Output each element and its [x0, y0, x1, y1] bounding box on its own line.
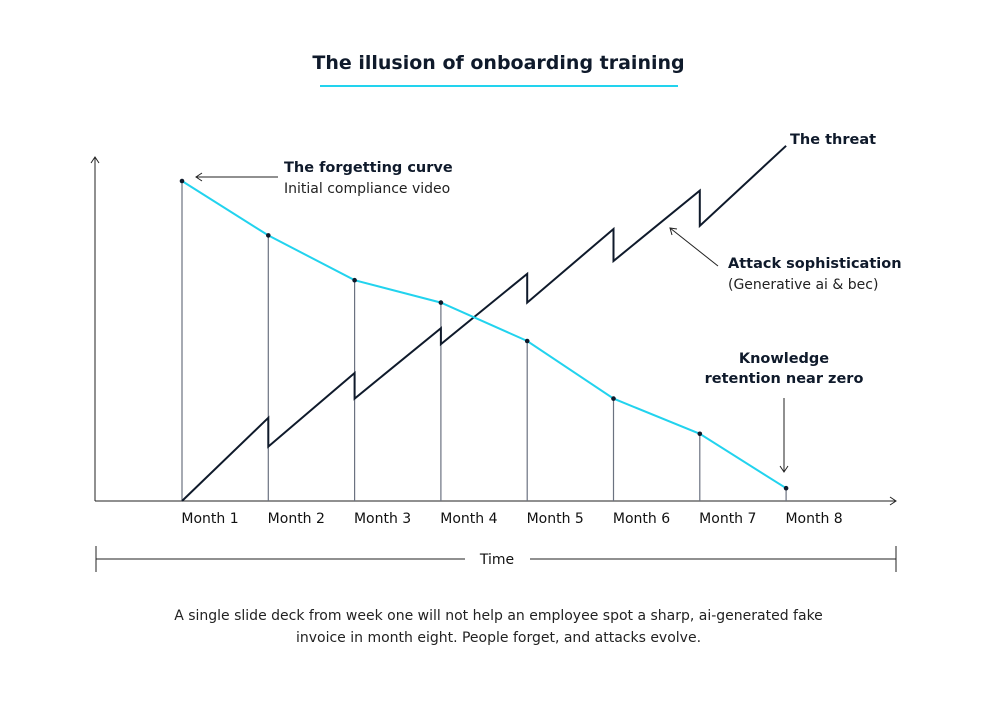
y-axis-arrow — [90, 156, 100, 164]
forgetting-curve-sublabel: Initial compliance video — [284, 181, 450, 197]
retention-label-line1: Knowledge — [739, 351, 829, 367]
caption: A single slide deck from week one will n… — [174, 608, 823, 646]
x-tick-label: Month 5 — [527, 511, 584, 527]
x-tick-label: Month 3 — [354, 511, 411, 527]
chart-title: The illusion of onboarding training — [312, 52, 685, 74]
threat-line — [181, 145, 787, 502]
forgetting-curve-point — [179, 178, 185, 184]
x-axis-label: Time — [479, 552, 514, 568]
title-underline — [320, 85, 678, 87]
forgetting-curve-point — [266, 233, 271, 238]
x-axis-arrow — [889, 496, 897, 506]
attack-arrow — [669, 227, 719, 267]
retention-label-line2: retention near zero — [705, 371, 864, 387]
attack-sophistication-label: Attack sophistication — [728, 256, 902, 272]
x-tick-label: Month 7 — [699, 511, 756, 527]
forgetting-curve-point — [783, 485, 789, 491]
forgetting-curve-point — [352, 277, 357, 283]
forgetting-arrow-head — [195, 172, 203, 182]
retention-arrow-head — [779, 465, 789, 473]
axes — [90, 156, 897, 506]
threat-label: The threat — [790, 132, 876, 148]
annotations: The forgetting curve Initial compliance … — [195, 132, 902, 473]
time-axis-bar: Time — [95, 546, 897, 572]
x-tick-label: Month 1 — [181, 511, 238, 527]
forgetting-curve-point — [438, 300, 444, 305]
month-stems — [181, 181, 787, 501]
forgetting-curve-label: The forgetting curve — [284, 160, 453, 176]
forgetting-curve-line — [181, 180, 787, 490]
x-tick-label: Month 2 — [268, 511, 325, 527]
forgetting-curve-point — [524, 338, 530, 344]
forgetting-curve-point — [611, 396, 616, 401]
attack-sophistication-sublabel: (Generative ai & bec) — [728, 277, 878, 293]
x-tick-label: Month 6 — [613, 511, 670, 527]
attack-arrow-head — [669, 227, 678, 236]
forgetting-curve-point — [697, 431, 703, 437]
x-tick-label: Month 8 — [785, 511, 842, 527]
month-labels: Month 1 Month 2 Month 3 Month 4 Month 5 Month… — [181, 511, 842, 527]
x-tick-label: Month 4 — [440, 511, 497, 527]
